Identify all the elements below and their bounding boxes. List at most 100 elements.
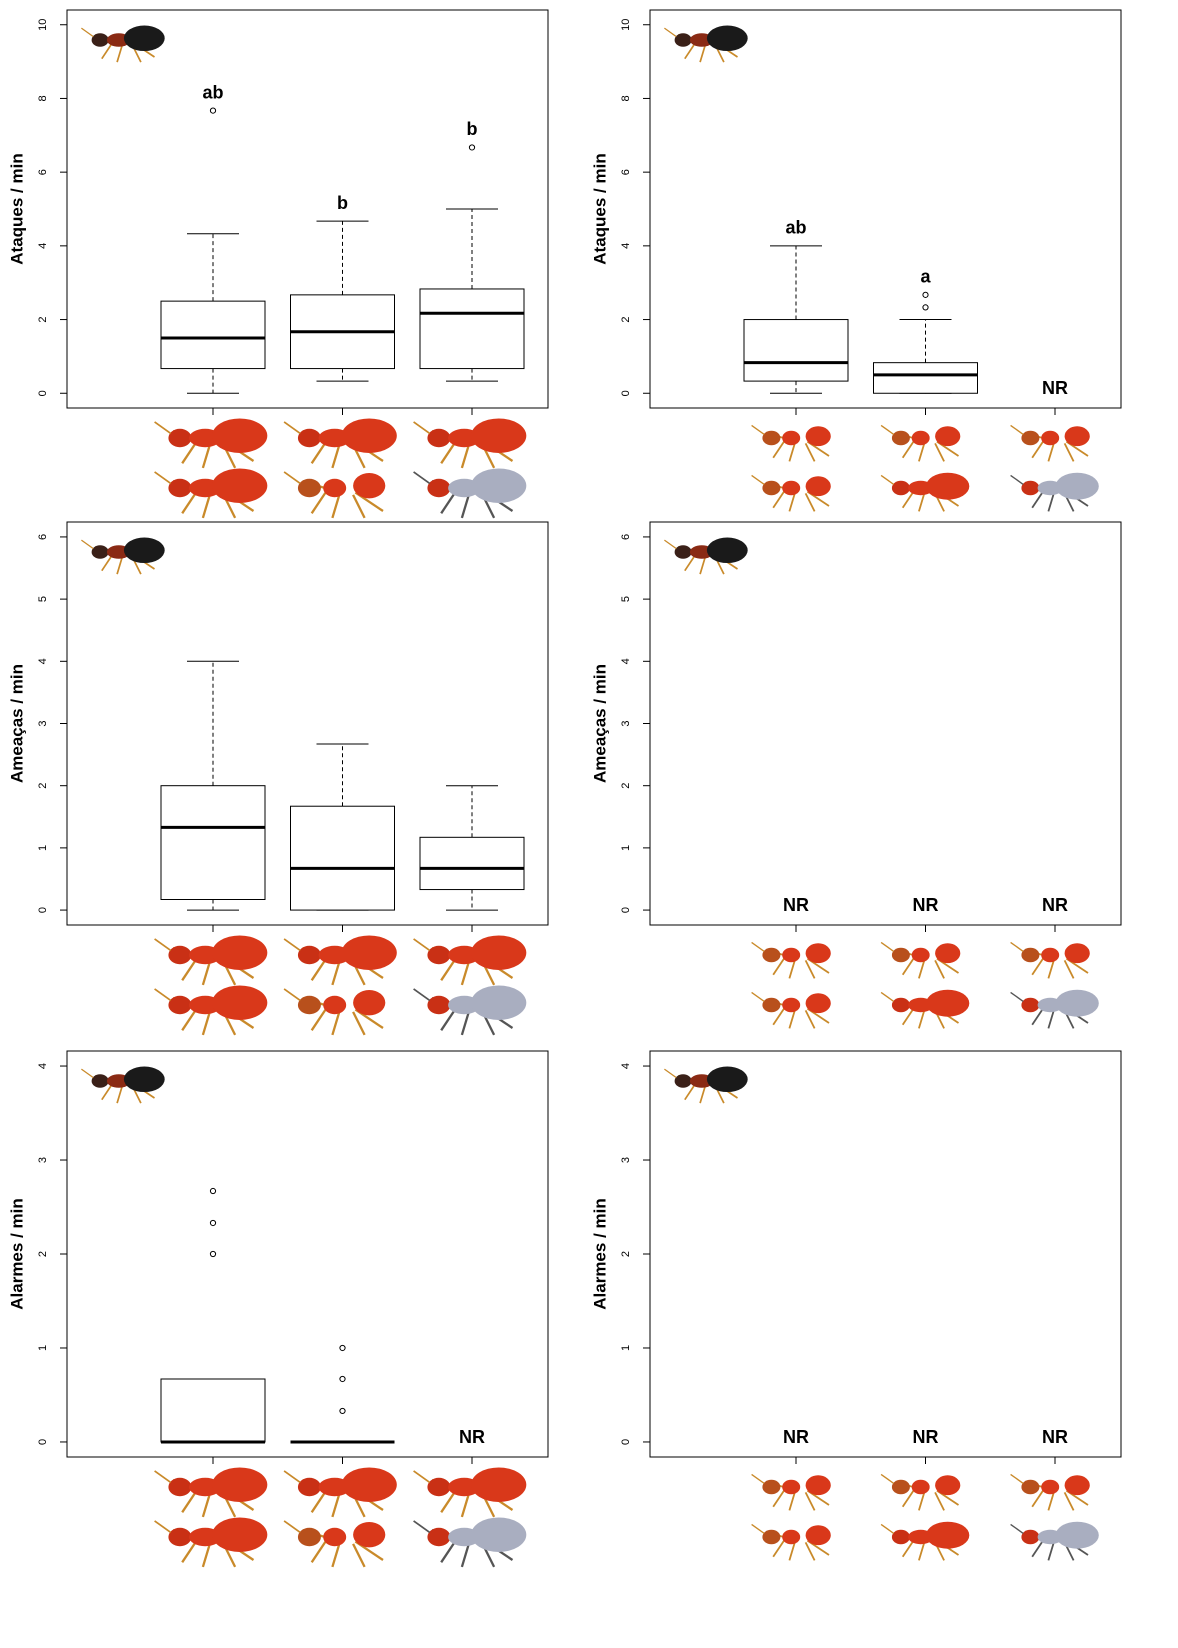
y-axis-label: Ataques / min bbox=[590, 153, 609, 264]
insect-head bbox=[1021, 1530, 1039, 1544]
insect-gaster bbox=[353, 473, 385, 498]
insect-thorax bbox=[912, 948, 930, 962]
y-tick-label: 3 bbox=[37, 720, 49, 726]
insect-head bbox=[892, 948, 910, 962]
insect-head bbox=[298, 429, 321, 447]
box bbox=[420, 837, 524, 889]
insect-gaster bbox=[342, 935, 397, 970]
insect-gaster bbox=[926, 1522, 969, 1549]
y-tick-label: 6 bbox=[37, 534, 49, 540]
insect-gaster bbox=[926, 990, 969, 1017]
insect-gaster bbox=[935, 1475, 960, 1495]
insect-thorax bbox=[1041, 1480, 1059, 1494]
y-tick-label: 4 bbox=[620, 1063, 632, 1069]
y-tick-label: 0 bbox=[620, 907, 632, 913]
insect-gaster bbox=[471, 1517, 526, 1552]
no-response-label: NR bbox=[783, 1427, 809, 1447]
y-tick-label: 6 bbox=[620, 534, 632, 540]
insect-head bbox=[1021, 431, 1039, 445]
figure: 0246810Ataques / minabbb0246810Ataques /… bbox=[0, 0, 1178, 1648]
insect-gaster bbox=[471, 418, 526, 453]
insect-thorax bbox=[912, 1480, 930, 1494]
insect-gaster bbox=[935, 943, 960, 963]
insect-head bbox=[892, 481, 910, 495]
y-axis-label: Ataques / min bbox=[7, 153, 26, 264]
insect-gaster bbox=[471, 468, 526, 503]
insect-head bbox=[92, 33, 109, 47]
insect-gaster bbox=[212, 985, 267, 1020]
insect-thorax bbox=[1041, 431, 1059, 445]
insect-head bbox=[892, 1530, 910, 1544]
y-axis-label: Alarmes / min bbox=[590, 1198, 609, 1310]
insect-head bbox=[298, 1528, 321, 1546]
box bbox=[744, 320, 848, 382]
insect-gaster bbox=[806, 1525, 831, 1545]
insect-gaster bbox=[707, 538, 748, 564]
no-response-label: NR bbox=[1042, 1427, 1068, 1447]
box bbox=[291, 806, 395, 910]
y-tick-label: 0 bbox=[620, 1439, 632, 1445]
insect-head bbox=[675, 545, 692, 559]
insect-thorax bbox=[323, 479, 346, 497]
outlier bbox=[210, 1220, 215, 1225]
insect-gaster bbox=[707, 26, 748, 52]
insect-head bbox=[427, 1478, 450, 1496]
outlier bbox=[923, 305, 928, 310]
insect-head bbox=[1021, 1480, 1039, 1494]
y-tick-label: 4 bbox=[37, 658, 49, 664]
insect-gaster bbox=[471, 1467, 526, 1502]
box bbox=[161, 786, 265, 900]
insect-head bbox=[762, 1530, 780, 1544]
insect-head bbox=[298, 946, 321, 964]
insect-gaster bbox=[124, 1067, 165, 1093]
insect-thorax bbox=[912, 431, 930, 445]
outlier bbox=[340, 1376, 345, 1381]
y-tick-label: 6 bbox=[620, 169, 632, 175]
insect-head bbox=[298, 1478, 321, 1496]
y-tick-label: 3 bbox=[620, 720, 632, 726]
insect-head bbox=[427, 429, 450, 447]
insect-head bbox=[298, 479, 321, 497]
y-tick-label: 2 bbox=[37, 316, 49, 322]
outlier bbox=[923, 292, 928, 297]
insect-head bbox=[168, 429, 191, 447]
y-tick-label: 1 bbox=[37, 845, 49, 851]
insect-gaster bbox=[471, 935, 526, 970]
insect-gaster bbox=[1056, 990, 1099, 1017]
insect-head bbox=[1021, 998, 1039, 1012]
insect-head bbox=[168, 996, 191, 1014]
insect-head bbox=[427, 946, 450, 964]
box bbox=[161, 1379, 265, 1442]
insect-head bbox=[675, 33, 692, 47]
outlier bbox=[469, 145, 474, 150]
y-tick-label: 1 bbox=[37, 1345, 49, 1351]
y-tick-label: 8 bbox=[620, 95, 632, 101]
y-tick-label: 2 bbox=[620, 1251, 632, 1257]
y-tick-label: 4 bbox=[620, 658, 632, 664]
y-tick-label: 2 bbox=[37, 1251, 49, 1257]
insect-thorax bbox=[782, 948, 800, 962]
insect-thorax bbox=[782, 998, 800, 1012]
insect-head bbox=[168, 1528, 191, 1546]
insect-gaster bbox=[124, 26, 165, 52]
insect-head bbox=[675, 1074, 692, 1088]
insect-head bbox=[298, 996, 321, 1014]
y-tick-label: 1 bbox=[620, 845, 632, 851]
insect-gaster bbox=[1056, 1522, 1099, 1549]
insect-gaster bbox=[806, 1475, 831, 1495]
insect-gaster bbox=[1056, 473, 1099, 500]
insect-gaster bbox=[353, 990, 385, 1015]
y-tick-label: 4 bbox=[37, 1063, 49, 1069]
insect-head bbox=[168, 479, 191, 497]
insect-gaster bbox=[212, 1517, 267, 1552]
y-tick-label: 0 bbox=[37, 907, 49, 913]
insect-gaster bbox=[342, 1467, 397, 1502]
y-axis-label: Ameaças / min bbox=[590, 664, 609, 783]
insect-gaster bbox=[1065, 943, 1090, 963]
insect-gaster bbox=[806, 943, 831, 963]
outlier bbox=[210, 1251, 215, 1256]
insect-head bbox=[427, 1528, 450, 1546]
significance-letter: ab bbox=[202, 82, 223, 102]
outlier bbox=[340, 1345, 345, 1350]
insect-thorax bbox=[323, 1528, 346, 1546]
